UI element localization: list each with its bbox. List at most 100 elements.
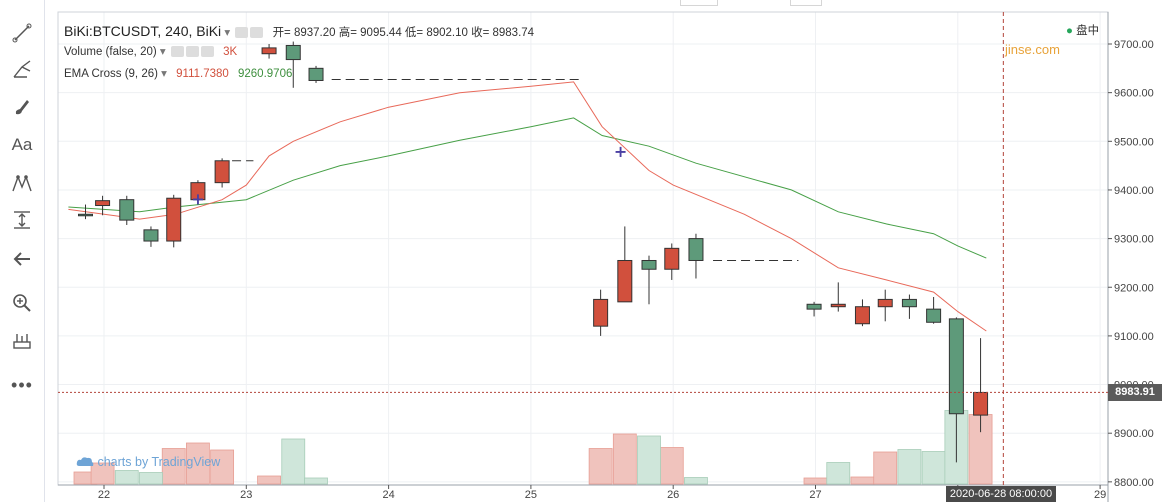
ema-slow-value: 9260.9706 [238,68,293,80]
candle-body [119,199,135,221]
candle-body [854,306,870,325]
candle-body [95,200,111,207]
ruler-icon[interactable] [8,328,36,354]
candle-body [973,391,989,416]
chevron-down-icon[interactable]: ▾ [161,68,167,80]
eye-icon[interactable] [235,27,249,39]
volume-bar-down [281,438,306,485]
candle-body [308,67,324,81]
y-tick-label: 8900.00 [1114,428,1154,440]
x-tick-label: 27 [809,489,821,501]
y-tick-label: 8800.00 [1114,477,1154,489]
volume-bar-up [90,462,115,485]
volume-bar-down [637,435,661,485]
volume-bar-up [850,476,875,485]
x-tick-label: 29 [1094,489,1106,501]
volume-bar-up [612,433,637,485]
line-tool-icon[interactable] [8,20,36,46]
ema-label[interactable]: EMA Cross (9, 26) [64,68,158,80]
candle-body [926,308,942,323]
pattern-icon[interactable] [8,170,36,196]
tradingview-logo-text: charts by TradingView [97,455,221,469]
candle-body [641,259,657,270]
symbol-legend: BiKi:BTCUSDT, 240, BiKi ▾ 开= 8937.20 高= … [64,23,534,40]
zoom-icon[interactable] [8,290,36,316]
jinse-watermark: jinse.com [1005,42,1060,57]
current-price-tag: 8983.91 [1108,384,1162,401]
x-tick-label: 23 [240,489,252,501]
x-tick-label: 22 [98,489,110,501]
ema-cross-marker: + [614,142,627,161]
chevron-down-icon[interactable]: ▾ [224,27,231,39]
volume-label[interactable]: Volume (false, 20) [64,46,157,58]
candle-body [143,229,159,242]
candle-body [190,182,206,201]
measure-icon[interactable] [8,207,36,233]
candle-body [285,44,301,61]
volume-bar-down [114,470,139,485]
volume-bar-down [304,477,328,485]
volume-bar-down [826,462,851,485]
top-button-stub[interactable] [680,0,718,6]
volume-bar-up [803,477,828,485]
ema-fast-value: 9111.7380 [176,68,229,80]
candle-body [664,247,680,270]
close-icon[interactable] [200,46,214,58]
candle-body [830,303,846,308]
ema-legend: EMA Cross (9, 26) ▾ 9111.7380 9260.9706 [64,66,292,80]
brush-icon[interactable] [8,94,36,120]
volume-bar-up [257,475,281,485]
ema-slow-line [68,117,987,259]
y-tick-label: 9500.00 [1114,136,1154,148]
x-tick-label: 24 [382,489,394,501]
candle-body [214,160,230,184]
volume-legend: Volume (false, 20) ▾ 3K [64,44,237,58]
volume-bar-up [186,442,210,485]
y-tick-label: 9400.00 [1114,185,1154,197]
symbol-title[interactable]: BiKi:BTCUSDT, 240, BiKi [64,23,222,39]
volume-bar-down [684,477,708,485]
candle-body [806,303,822,310]
volume-bar-up [161,448,186,485]
candle-body [261,47,277,55]
chevron-down-icon[interactable]: ▾ [159,46,166,58]
status-dot-icon: ● [1066,25,1073,37]
volume-value: 3K [223,46,238,58]
y-tick-label: 9700.00 [1114,39,1154,51]
volume-bar-up [210,449,235,485]
y-tick-label: 9200.00 [1114,282,1154,294]
candle-body [877,298,893,308]
volume-bar-down [139,472,163,485]
candle-body [948,318,964,415]
volume-bar-up [588,448,613,485]
top-button-stub[interactable] [790,0,822,6]
market-status: ● 盘中 [1066,22,1099,38]
candle-body [166,197,182,242]
ohlc-values: 开= 8937.20 高= 9095.44 低= 8902.10 收= 8983… [272,27,535,39]
y-tick-label: 9600.00 [1114,88,1154,100]
eye-icon[interactable] [170,46,184,58]
settings-icon[interactable] [185,46,199,58]
tradingview-logo[interactable]: charts by TradingView [76,455,220,469]
y-tick-label: 9100.00 [1114,331,1154,343]
ema-fast-line [68,81,987,332]
x-tick-label: 25 [525,489,537,501]
candle-body [78,213,94,217]
more-icon[interactable]: ••• [11,374,33,395]
candle-body [901,298,917,308]
text-icon[interactable]: Aa [11,135,33,154]
y-tick-label: 9300.00 [1114,234,1154,246]
volume-bar-down [921,451,946,485]
cloud-icon [76,457,94,466]
settings-icon[interactable] [250,27,264,39]
ema-cross-marker: + [191,190,204,209]
drawing-toolbar: Aa ••• [0,0,45,502]
volume-bar-down [897,449,922,485]
fork-tool-icon[interactable] [8,56,36,82]
volume-bar-up [659,447,684,485]
back-arrow-icon[interactable] [8,246,36,272]
x-tick-label: 26 [667,489,679,501]
candle-body [617,259,633,303]
volume-bar-up [873,451,898,485]
